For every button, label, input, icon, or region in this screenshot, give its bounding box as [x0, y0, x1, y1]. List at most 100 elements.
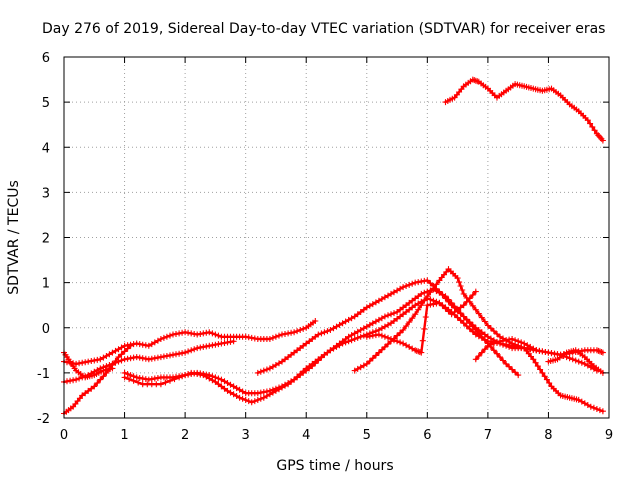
data-marker — [94, 380, 101, 386]
data-marker — [209, 330, 216, 337]
data-point — [460, 290, 467, 297]
data-point — [115, 354, 122, 361]
data-marker — [572, 357, 579, 364]
data-point — [484, 322, 491, 329]
data-marker — [282, 356, 288, 363]
data-point — [206, 329, 213, 336]
series-arc-8 — [254, 277, 540, 376]
series-arc-7 — [121, 286, 522, 406]
data-marker — [463, 298, 470, 305]
data-marker — [227, 381, 234, 388]
data-marker — [466, 325, 473, 332]
data-marker — [466, 319, 473, 326]
data-marker — [260, 389, 267, 396]
data-point — [121, 374, 128, 381]
data-marker — [194, 371, 201, 377]
data-marker — [463, 316, 470, 323]
x-tick-label: 9 — [605, 428, 613, 443]
data-marker — [466, 295, 473, 302]
data-marker — [118, 344, 125, 351]
data-marker — [537, 366, 544, 373]
data-marker — [357, 309, 364, 315]
data-point — [509, 336, 516, 342]
data-point — [388, 336, 394, 342]
data-point — [312, 318, 319, 324]
data-marker — [403, 323, 410, 330]
data-point — [400, 327, 407, 333]
data-point — [266, 336, 273, 342]
data-marker — [439, 302, 446, 309]
data-marker — [139, 375, 146, 382]
data-marker — [297, 327, 304, 333]
data-point — [182, 349, 189, 356]
data-point — [412, 311, 419, 318]
data-point — [569, 356, 576, 363]
data-marker — [269, 334, 276, 341]
data-point — [584, 117, 591, 124]
data-point — [400, 284, 407, 291]
data-marker — [176, 330, 183, 337]
data-point — [490, 347, 497, 354]
y-tick-label: 0 — [42, 322, 50, 337]
data-marker — [427, 296, 434, 303]
data-marker — [433, 300, 440, 307]
data-marker — [167, 377, 173, 384]
data-marker — [151, 355, 158, 362]
data-marker — [85, 387, 92, 394]
data-marker — [315, 357, 322, 364]
data-point — [109, 349, 116, 356]
data-marker — [481, 346, 488, 353]
data-marker — [212, 341, 219, 348]
data-point — [484, 342, 491, 349]
data-marker — [406, 319, 413, 326]
data-marker — [512, 369, 519, 376]
data-marker — [534, 363, 541, 370]
data-marker — [239, 395, 246, 402]
data-marker — [439, 292, 446, 298]
data-marker — [118, 351, 125, 358]
y-tick-label: 2 — [42, 232, 50, 247]
data-point — [515, 372, 522, 379]
data-marker — [591, 127, 598, 134]
data-point — [91, 383, 98, 390]
data-marker — [294, 328, 301, 335]
series-line — [123, 288, 520, 404]
data-marker — [82, 359, 89, 366]
data-marker — [162, 379, 169, 386]
data-point — [575, 396, 582, 403]
data-marker — [160, 334, 167, 341]
data-marker — [385, 312, 391, 319]
data-marker — [312, 360, 319, 367]
data-marker — [369, 355, 376, 362]
data-marker — [388, 311, 394, 318]
series-line — [256, 279, 538, 375]
data-marker — [67, 377, 74, 384]
data-marker — [318, 354, 325, 361]
data-point — [194, 345, 201, 352]
data-marker — [126, 376, 133, 383]
data-point — [599, 349, 606, 356]
data-marker — [112, 358, 119, 364]
data-marker — [70, 377, 77, 384]
data-marker — [136, 354, 143, 361]
data-point — [369, 320, 376, 327]
data-point — [254, 369, 261, 376]
data-marker — [118, 357, 125, 364]
data-marker — [487, 325, 494, 332]
data-point — [303, 340, 310, 347]
data-marker — [454, 314, 461, 321]
data-marker — [506, 336, 513, 343]
data-marker — [433, 281, 440, 288]
y-tick-label: 1 — [42, 277, 50, 292]
data-marker — [366, 358, 373, 364]
data-marker — [442, 295, 449, 302]
data-marker — [215, 332, 222, 339]
data-marker — [509, 366, 516, 373]
data-marker — [593, 406, 600, 412]
data-marker — [397, 339, 404, 346]
data-marker — [285, 330, 292, 337]
data-marker — [497, 354, 503, 361]
data-marker — [127, 372, 134, 379]
data-marker — [124, 371, 131, 377]
